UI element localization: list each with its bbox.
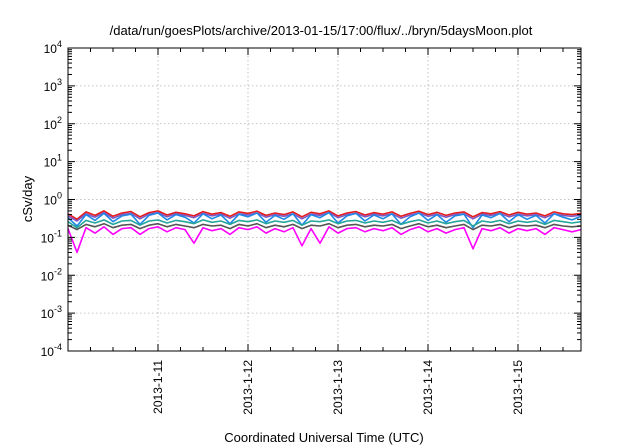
x-tick-label: 2013-1-12 [241,360,255,415]
tick-layer [68,47,581,352]
y-tick-label: 10-2 [41,266,62,283]
y-tick-label: 103 [44,77,62,94]
series-line-3 [67,211,582,229]
y-axis-label: cSv/day [20,175,35,222]
y-tick-label: 10-3 [41,304,62,321]
series-line-4 [67,219,582,229]
x-tick-label: 2013-1-15 [511,360,525,415]
chart-title: /data/run/goesPlots/archive/2013-01-15/1… [110,23,533,38]
x-tick-label: 2013-1-13 [331,360,345,415]
y-tick-label: 102 [44,115,62,132]
grid-layer [68,48,581,351]
series-line-6 [67,226,582,254]
x-tick-label: 2013-1-14 [421,360,435,415]
series-layer [67,210,582,254]
y-tick-label: 10-4 [41,342,62,359]
y-tick-label: 101 [44,153,62,170]
y-tick-label: 10-1 [41,228,62,245]
y-tick-label: 104 [44,39,62,56]
x-tick-label: 2013-1-11 [151,360,165,414]
label-layer: 10-4 10-3 10-2 10-1 100 101 102 103 104 2013-1-11… [41,39,525,415]
series-line-5 [67,222,582,231]
y-tick-label: 100 [44,191,62,208]
series-line-1 [67,210,582,221]
x-axis-label: Coordinated Universal Time (UTC) [224,430,423,445]
